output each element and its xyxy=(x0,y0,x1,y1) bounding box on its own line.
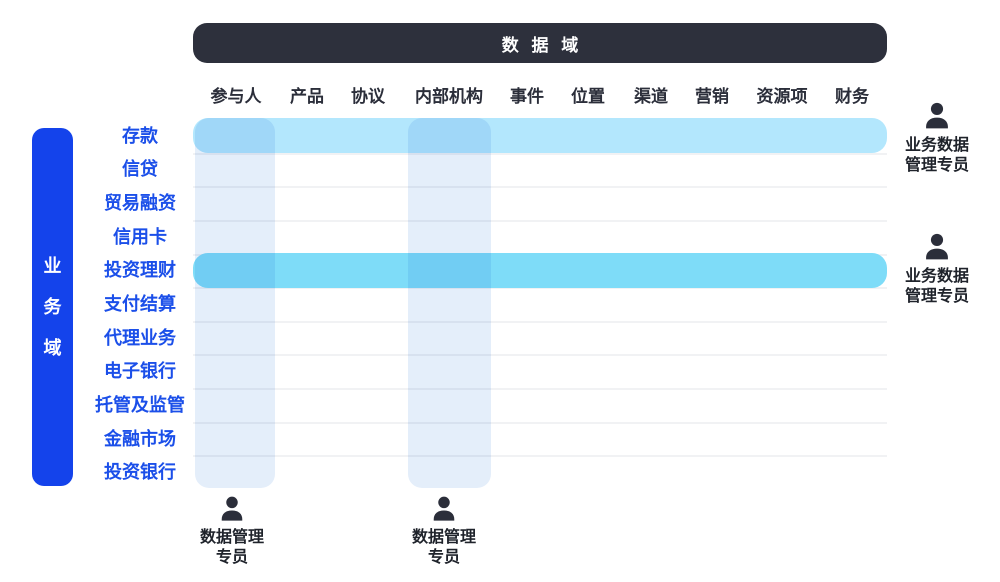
business-data-steward-label-line1: 业务数据 xyxy=(904,137,969,154)
row-label-financial-mkts: 金融市场 xyxy=(104,428,176,449)
row-label-trade-finance: 贸易融资 xyxy=(104,193,176,214)
row-label-custody: 托管及监管 xyxy=(95,394,185,415)
column-header-event: 事件 xyxy=(510,87,544,106)
business-domain-row-labels: 存款 信贷 贸易融资 信用卡 投资理财 支付结算 代理业务 电子银行 托管及监管… xyxy=(84,118,196,488)
data-steward-label-line2: 专员 xyxy=(427,549,460,566)
row-divider xyxy=(193,455,887,458)
column-highlight-participant xyxy=(195,118,275,488)
business-data-steward-label-line1: 业务数据 xyxy=(904,268,969,285)
person-icon xyxy=(926,102,948,129)
row-divider xyxy=(193,354,887,357)
business-data-steward-1: 业务数据 管理专员 xyxy=(888,100,986,176)
row-highlight-deposits xyxy=(193,118,887,153)
row-label-invest-banking: 投资银行 xyxy=(104,462,176,483)
column-header-resource-item: 资源项 xyxy=(756,87,808,106)
row-divider xyxy=(193,388,887,391)
business-data-steward-label-line2: 管理专员 xyxy=(904,288,969,305)
column-header-marketing: 营销 xyxy=(695,87,729,106)
matrix-grid xyxy=(193,118,887,488)
person-icon xyxy=(433,496,455,521)
column-header-internal-org: 内部机构 xyxy=(415,87,483,106)
row-label-e-banking: 电子银行 xyxy=(104,361,176,382)
data-steward-participant: 数据管理 专员 xyxy=(182,494,282,568)
row-label-payments: 支付结算 xyxy=(104,294,176,315)
business-domain-char: 域 xyxy=(43,338,62,358)
business-domain-char: 业 xyxy=(43,256,62,276)
data-steward-label-line1: 数据管理 xyxy=(411,529,476,546)
row-divider xyxy=(193,421,887,424)
column-header-product: 产品 xyxy=(290,87,324,106)
column-highlight-internal-org xyxy=(408,118,491,488)
column-header-agreement: 协议 xyxy=(351,87,385,106)
row-label-credit-card: 信用卡 xyxy=(113,226,167,247)
person-icon xyxy=(926,233,948,260)
row-divider xyxy=(193,287,887,290)
data-domain-header-bar: 数 据 域 xyxy=(193,23,887,63)
column-header-channel: 渠道 xyxy=(634,87,668,106)
column-header-location: 位置 xyxy=(571,87,605,106)
business-domain-char: 务 xyxy=(43,297,62,317)
data-steward-label-line2: 专员 xyxy=(215,549,248,566)
row-label-deposits: 存款 xyxy=(122,125,158,146)
column-header-participant: 参与人 xyxy=(210,87,262,106)
person-icon xyxy=(221,496,243,521)
row-divider xyxy=(193,320,887,323)
business-data-steward-label-line2: 管理专员 xyxy=(904,157,969,174)
row-divider xyxy=(193,186,887,189)
row-divider xyxy=(193,219,887,222)
row-label-agency: 代理业务 xyxy=(104,327,176,348)
business-data-steward-2: 业务数据 管理专员 xyxy=(888,231,986,307)
row-label-wealth-mgmt: 投资理财 xyxy=(104,260,176,281)
data-domain-title: 数 据 域 xyxy=(501,35,583,55)
business-domain-bar: 业 务 域 xyxy=(32,128,73,486)
data-steward-label-line1: 数据管理 xyxy=(199,529,264,546)
row-highlight-wealth-mgmt xyxy=(193,253,887,288)
column-header-finance: 财务 xyxy=(835,87,869,106)
data-steward-internal-org: 数据管理 专员 xyxy=(394,494,494,568)
row-label-credit: 信贷 xyxy=(122,159,158,180)
row-divider xyxy=(193,152,887,155)
